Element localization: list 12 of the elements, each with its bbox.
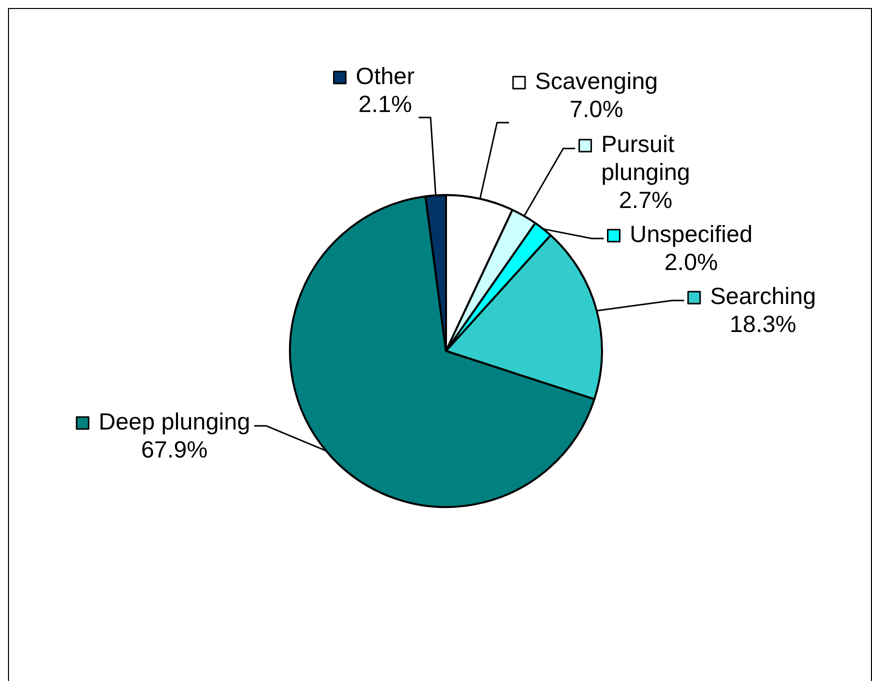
legend-label: Unspecified: [630, 221, 753, 248]
legend-label: Scavenging: [535, 68, 658, 94]
legend-label: Pursuit plunging: [601, 131, 690, 186]
data-label: 2.7%: [618, 187, 673, 214]
legend-label: Deep plunging: [98, 408, 250, 435]
data-label: 18.3%: [730, 311, 796, 338]
data-label: 7.0%: [570, 96, 624, 122]
data-label: 67.9%: [141, 436, 208, 463]
data-label: 2.0%: [664, 249, 718, 276]
legend-label: Other: [356, 62, 415, 89]
legend-label: Searching: [710, 283, 816, 310]
data-label: 2.1%: [358, 90, 412, 117]
